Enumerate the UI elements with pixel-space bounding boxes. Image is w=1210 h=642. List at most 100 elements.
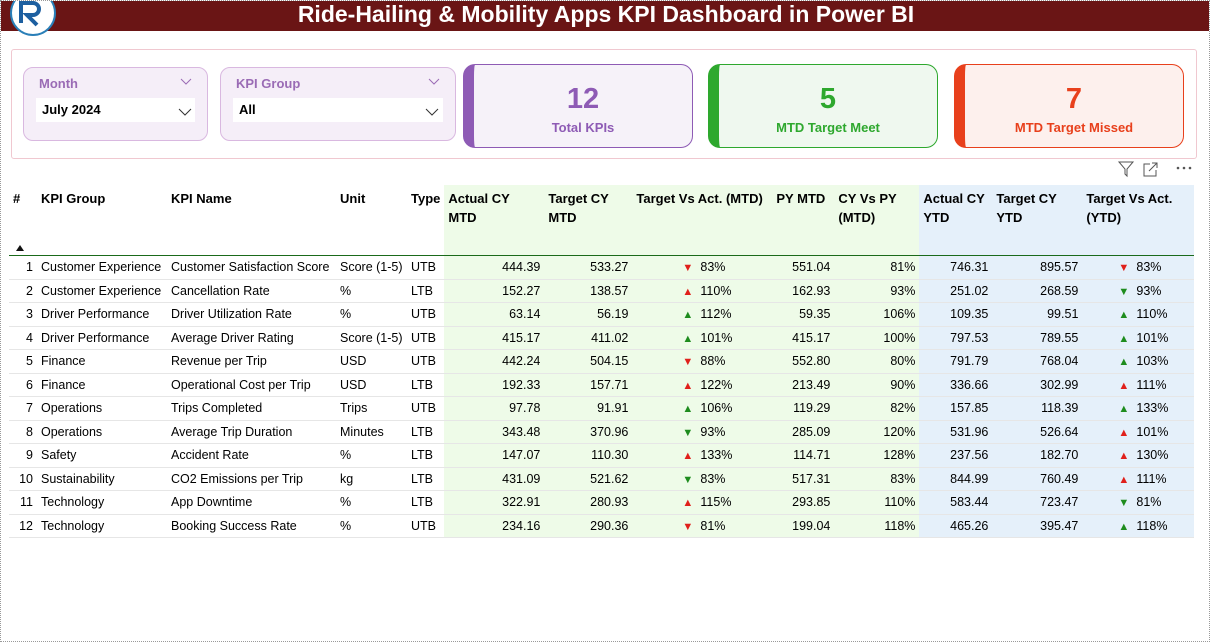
cell-value: 133% [1136,401,1169,416]
cell-value: 115% [700,495,732,510]
table-cell: 768.04 [992,349,1083,374]
table-cell: 268.59 [992,279,1083,303]
table-cell: 533.27 [544,255,633,280]
table-cell: 100% [834,326,920,350]
status-cell: ▲ 103% [1082,349,1195,374]
status-cell: ▲ 115% [632,490,773,515]
status-cell: ▲ 111% [1082,373,1195,397]
table-cell: 90% [834,373,920,397]
slicer-value[interactable]: All [233,98,443,122]
table-cell: 138.57 [544,279,633,303]
table-cell: 504.15 [544,349,633,374]
table-cell: 6 [9,373,37,397]
table-cell: % [336,490,407,515]
status-icon: ▲ [1118,426,1130,439]
month-slicer[interactable]: Month July 2024 [23,67,208,141]
table-cell: % [336,443,407,468]
table-cell: Operations [37,420,167,444]
table-cell: LTB [407,420,445,444]
cell-value: 101% [1136,330,1169,345]
table-cell: 411.02 [544,326,633,350]
table-row: 1 Customer Experience Customer Satisfactio… [9,255,1195,280]
table-cell: 336.66 [919,373,993,397]
table-cell: 293.85 [772,490,835,515]
table-cell: 797.53 [919,326,993,350]
table-cell: 1 [9,255,37,280]
table-cell: 80% [834,349,920,374]
cell-value: 93% [700,424,726,439]
table-cell: Safety [37,443,167,468]
table-row: 11 Technology App Downtime% LTB 322.91 280.93… [9,490,1195,515]
table-cell: UTB [407,514,445,538]
status-icon: ▲ [682,497,694,510]
table-cell: 99.51 [992,302,1083,327]
table-cell: App Downtime [167,490,336,515]
chevron[interactable] [178,108,192,117]
table-cell: 521.62 [544,467,633,491]
cell-value: 106% [700,401,733,416]
table-cell: 91.91 [544,396,633,421]
table-cell: 199.04 [772,514,835,538]
table-cell: 82% [834,396,920,421]
table-cell: Trips [336,396,407,421]
table-cell: Driver Performance [37,326,167,350]
table-cell: 4 [9,326,37,350]
chevron[interactable] [425,108,439,117]
cell-value: 133% [700,448,733,463]
status-cell: ▲ 101% [1082,326,1195,350]
status-cell: ▲ 130% [1082,443,1195,468]
focus-icon[interactable] [1143,162,1158,177]
table-cell: 302.99 [992,373,1083,397]
table-cell: UTB [407,396,445,421]
table-cell: Customer Experience [37,255,167,280]
table-cell: % [336,279,407,303]
slicer-value[interactable]: July 2024 [36,98,195,122]
status-icon: ▲ [1118,403,1130,416]
status-cell: ▲ 122% [632,373,773,397]
table-cell: 2 [9,279,37,303]
kpi-group-slicer[interactable]: KPI Group All [220,67,456,141]
header-title: Ride-Hailing & Mobility Apps KPI Dashboa… [1,1,1209,31]
slicer-label: KPI Group [236,76,301,91]
table-cell: Operational Cost per Trip [167,373,336,397]
status-icon: ▼ [1118,262,1130,275]
table-cell: 760.49 [992,467,1083,491]
table-cell: 10 [9,467,37,491]
table-cell: Revenue per Trip [167,349,336,374]
table-cell: 7 [9,396,37,421]
table-cell: 9 [9,443,37,468]
chevron [428,78,440,85]
status-cell: ▲ 101% [632,326,773,350]
table-cell: 213.49 [772,373,835,397]
table-cell: 118.39 [992,396,1083,421]
cell-value: 122% [700,377,733,392]
table-cell: Customer Experience [37,279,167,303]
column-header: Type [407,185,445,256]
table-cell: 395.47 [992,514,1083,538]
table-cell: 3 [9,302,37,327]
table-cell: 444.39 [444,255,545,280]
table-cell: Sustainability [37,467,167,491]
status-icon: ▲ [1118,332,1130,345]
logo [10,1,56,36]
table-cell: Trips Completed [167,396,336,421]
status-icon: ▲ [1118,473,1130,486]
cell-value: 101% [1136,424,1169,439]
table-cell: Operations [37,396,167,421]
table-cell: Driver Utilization Rate [167,302,336,327]
cell-value: 81% [700,518,726,533]
status-cell: ▼ 93% [1082,279,1195,303]
table-cell: kg [336,467,407,491]
status-icon: ▲ [682,450,694,463]
table-cell: 56.19 [544,302,633,327]
table-cell: Finance [37,349,167,374]
card-label: MTD Target Missed [1014,120,1134,135]
table-cell: 59.35 [772,302,835,327]
more-icon[interactable] [1176,166,1192,170]
filter-icon[interactable] [1117,161,1135,178]
table-cell: Minutes [336,420,407,444]
status-icon: ▼ [682,356,694,369]
table-cell: 442.24 [444,349,545,374]
table-cell: 110.30 [544,443,633,468]
table-row: 8 Operations Average Trip Duration Minutes L… [9,420,1195,444]
